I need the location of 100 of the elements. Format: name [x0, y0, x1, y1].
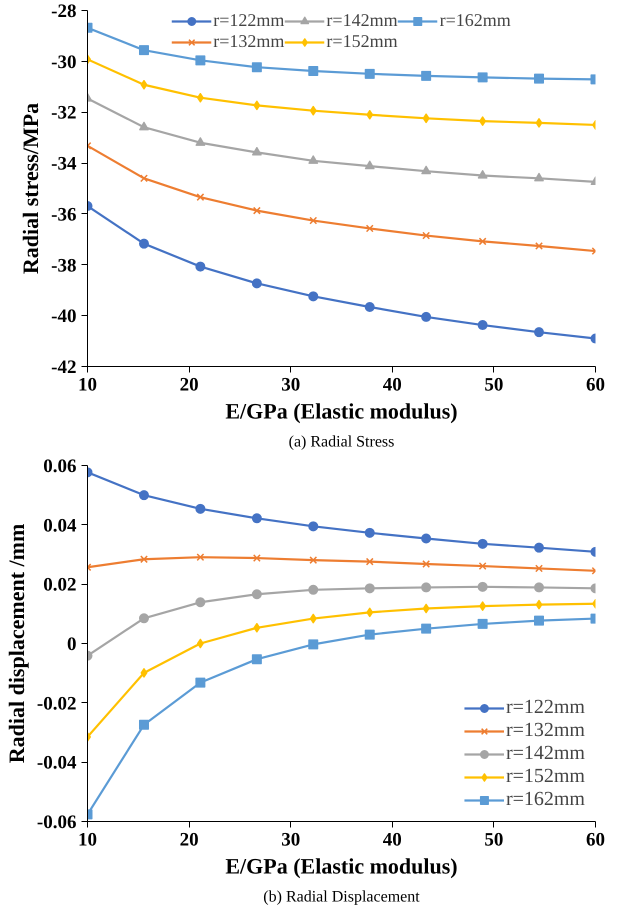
- point: [308, 66, 318, 76]
- x-tick-label: 30: [281, 830, 300, 850]
- y-tick-label: -34: [51, 154, 77, 175]
- point: [421, 582, 432, 592]
- legend-label: r=162mm: [440, 10, 511, 31]
- point: [478, 320, 488, 330]
- y-tick-label: -0.04: [36, 752, 77, 774]
- point: [308, 155, 318, 164]
- text: (a) Radial Stress: [288, 434, 394, 450]
- point: [308, 584, 318, 595]
- point: [195, 504, 206, 514]
- y-tick-label: 0.02: [43, 574, 76, 596]
- point: [309, 556, 318, 564]
- x-tick-label: 20: [180, 374, 199, 396]
- point: [478, 170, 488, 179]
- point: [252, 62, 262, 72]
- point: [138, 238, 149, 249]
- point: [364, 583, 375, 594]
- point: [422, 232, 430, 240]
- x-axis-title: E/GPa (Elastic modulus): [225, 854, 458, 878]
- x-tick-label: 30: [281, 374, 300, 396]
- point: [138, 720, 149, 730]
- point: [138, 490, 149, 500]
- y-tick-label: 0.04: [43, 515, 77, 536]
- point: [366, 110, 374, 120]
- y-tick-label: -36: [51, 204, 76, 226]
- point: [364, 528, 375, 538]
- point: [364, 302, 375, 312]
- point: [364, 68, 375, 79]
- point: [536, 118, 543, 128]
- y-tick-label: -28: [51, 1, 76, 22]
- x-tick-label: 10: [78, 374, 97, 396]
- point: [140, 174, 148, 182]
- point: [252, 278, 262, 288]
- point: [478, 538, 488, 549]
- point: [195, 678, 206, 688]
- legend-label: r=152mm: [326, 31, 398, 52]
- point: [138, 45, 149, 56]
- point: [309, 216, 318, 224]
- point: [196, 193, 204, 202]
- y-axis-title: Radial displacement /mm: [4, 524, 29, 764]
- x-tick-label: 40: [382, 830, 402, 850]
- point: [310, 614, 317, 624]
- point: [421, 312, 432, 322]
- point: [138, 122, 149, 130]
- x-tick-label: 50: [484, 830, 504, 850]
- point: [421, 533, 432, 544]
- y-tick-label: -0.02: [36, 693, 76, 714]
- text: (b) Radial Displacement: [263, 888, 420, 906]
- point: [308, 291, 318, 302]
- legend-label: r=142mm: [326, 10, 398, 31]
- point: [534, 74, 544, 84]
- point: [534, 582, 544, 592]
- point: [364, 630, 375, 640]
- point: [364, 160, 375, 170]
- y-tick-label: -30: [51, 52, 76, 73]
- legend-label: r=132mm: [506, 719, 585, 742]
- x-tick-label: 10: [78, 830, 97, 850]
- point: [195, 55, 206, 66]
- point: [478, 237, 487, 246]
- legend-label: r=122mm: [506, 696, 585, 719]
- point: [196, 638, 204, 648]
- y-tick-label: -32: [51, 102, 76, 124]
- point: [140, 668, 148, 678]
- x-tick-label: 60: [586, 374, 605, 396]
- point: [534, 172, 544, 182]
- point: [534, 327, 544, 338]
- point: [422, 560, 430, 568]
- point: [421, 70, 432, 81]
- point: [252, 206, 261, 215]
- point: [252, 554, 261, 562]
- point: [366, 558, 374, 566]
- x-tick-label: 60: [586, 830, 605, 850]
- y-tick-label: -42: [51, 357, 76, 378]
- point: [478, 72, 488, 82]
- point: [196, 553, 204, 562]
- point: [478, 562, 487, 570]
- legend-label: r=142mm: [506, 742, 585, 765]
- point: [140, 555, 148, 564]
- legend-label: r=132mm: [213, 31, 284, 52]
- point: [422, 603, 430, 614]
- point: [138, 613, 149, 624]
- point: [252, 513, 262, 524]
- point: [308, 521, 318, 532]
- point: [421, 166, 432, 174]
- point: [195, 262, 206, 272]
- point: [422, 113, 430, 124]
- point: [534, 542, 544, 553]
- legend-label: r=122mm: [213, 10, 284, 31]
- x-axis-title: E/GPa (Elastic modulus): [225, 398, 458, 424]
- y-tick-label: 0: [67, 634, 76, 655]
- legend-label: r=152mm: [506, 765, 585, 788]
- point: [252, 146, 262, 156]
- point: [535, 564, 543, 572]
- y-tick-label: -38: [51, 255, 76, 276]
- point: [535, 242, 543, 250]
- point: [253, 622, 260, 633]
- point: [196, 92, 204, 103]
- point: [308, 639, 318, 650]
- point: [479, 601, 486, 612]
